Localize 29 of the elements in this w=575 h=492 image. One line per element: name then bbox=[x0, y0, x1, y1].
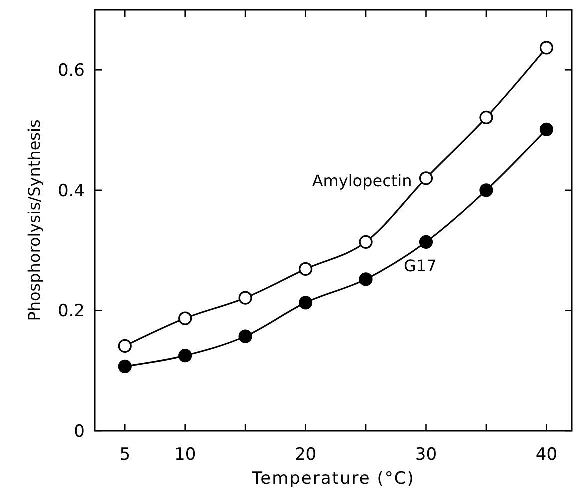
point bbox=[238, 330, 252, 344]
y-tick-label: 0.4 bbox=[58, 181, 85, 202]
point bbox=[238, 291, 252, 305]
point bbox=[178, 349, 192, 363]
y-tick-label: 0.6 bbox=[58, 61, 85, 82]
point bbox=[359, 272, 373, 286]
y-axis-title: Phosphorolysis/Synthesis bbox=[25, 120, 44, 322]
point bbox=[118, 339, 132, 353]
point bbox=[298, 296, 313, 310]
series-label: G17 bbox=[404, 256, 437, 276]
point bbox=[419, 172, 434, 186]
point bbox=[419, 235, 434, 249]
y-tick-label: 0.2 bbox=[58, 302, 85, 322]
point bbox=[480, 110, 494, 124]
x-tick-label: 5 bbox=[120, 445, 131, 465]
point bbox=[480, 184, 494, 198]
series-label: Amylopectin bbox=[312, 171, 412, 190]
x-tick-label: 30 bbox=[415, 445, 438, 465]
x-tick-label: 40 bbox=[536, 445, 558, 465]
x-axis-title: Temperature (°C) bbox=[251, 469, 415, 489]
x-tick-label: 10 bbox=[174, 445, 196, 465]
y-tick-label: 0 bbox=[74, 422, 85, 442]
point bbox=[359, 235, 373, 249]
point bbox=[178, 312, 192, 326]
point bbox=[118, 360, 132, 374]
point bbox=[540, 122, 554, 136]
x-tick-label: 20 bbox=[294, 445, 317, 465]
point bbox=[298, 262, 313, 276]
point bbox=[540, 41, 554, 55]
